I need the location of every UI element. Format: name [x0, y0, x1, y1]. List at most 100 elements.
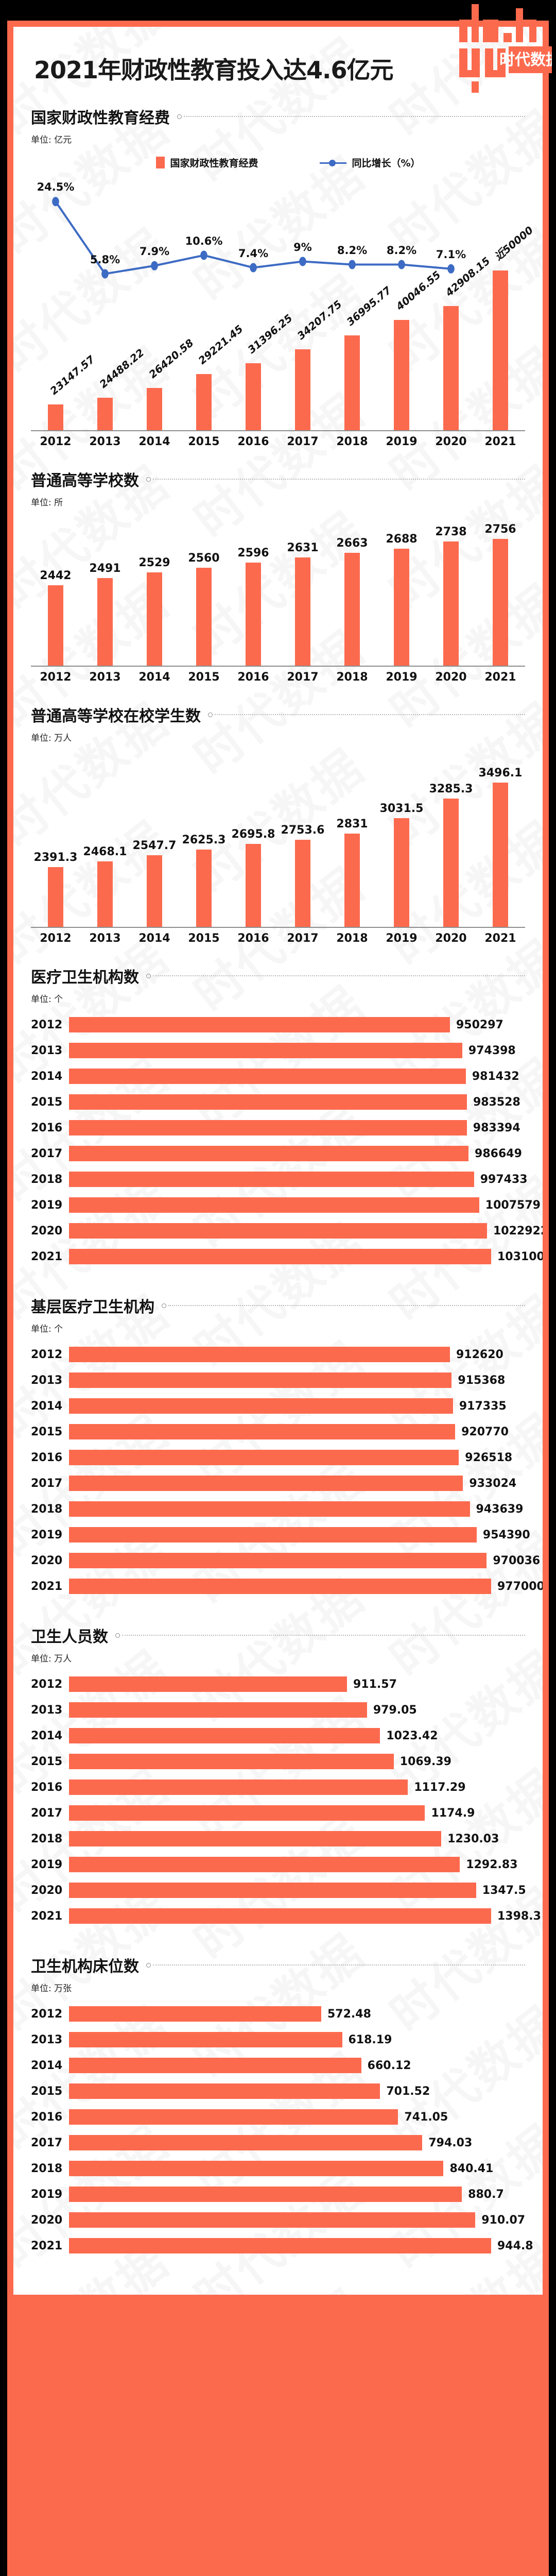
- x-axis-tick-label: 2014: [138, 932, 170, 945]
- bar-column: 2688: [377, 511, 426, 666]
- x-axis-tick-label: 2018: [336, 671, 368, 684]
- bar-value-label: 1007579: [485, 1198, 541, 1212]
- bar: [443, 306, 459, 430]
- x-axis-tick-label: 2016: [237, 671, 269, 684]
- bar-track: 920770: [69, 1424, 525, 1439]
- growth-value-label: 8.2%: [337, 244, 368, 257]
- bar: [246, 363, 261, 430]
- bar-track: 1292.83: [69, 1857, 525, 1872]
- bar-track: 1174.9: [69, 1805, 525, 1821]
- section-header: 卫生人员数: [31, 1604, 525, 1647]
- bar: [69, 2032, 342, 2047]
- bar-column: 2547.7: [130, 747, 179, 927]
- bar: [69, 2135, 423, 2150]
- bar-row: 2020 1347.5: [31, 1883, 526, 1898]
- bar-value-label: 3496.1: [478, 767, 523, 779]
- page-title: 2021年财政性教育投入达4.6亿元: [34, 56, 394, 84]
- bar: [344, 834, 360, 927]
- bar-row: 2018 1230.03: [31, 1831, 525, 1846]
- bar-row: 2013 979.05: [31, 1702, 525, 1718]
- bar-row: 2016 1117.29: [31, 1780, 525, 1795]
- bar-value-label: 1069.39: [399, 1755, 451, 1768]
- bar: [443, 799, 459, 927]
- legend-item-line: 同比增长（%）: [320, 156, 421, 170]
- bar-category-label: 2019: [31, 1198, 63, 1212]
- bar-value-label: 974398: [468, 1044, 516, 1057]
- bar-category-label: 2019: [31, 1528, 63, 1541]
- dashed-rule: [153, 975, 525, 976]
- dashed-rule: [122, 1635, 525, 1636]
- bar-value-label: 950297: [456, 1018, 503, 1031]
- bar: [69, 1527, 477, 1543]
- white-sheet: 时代数据时代数据时代数据时代数据时代数据时代数据时代数据时代数据时代数据时代数据…: [13, 27, 543, 2295]
- section-hospital-beds: 卫生机构床位数 单位: 万张 2012 572.48 2013 618.19 2014 6…: [13, 1934, 543, 2295]
- bar-row: 2014 660.12: [31, 2058, 525, 2073]
- bar-row: 2017 794.03: [31, 2135, 525, 2150]
- bar-value-label: 2529: [138, 556, 170, 569]
- bar-value-label: 701.52: [386, 2084, 430, 2098]
- section-unit: 单位: 所: [31, 498, 63, 508]
- bar-row: 2014 917335: [31, 1398, 525, 1414]
- bar: [246, 844, 261, 927]
- bar-category-label: 2019: [31, 2188, 63, 2201]
- bar-category-label: 2012: [31, 1677, 63, 1691]
- bar-value-label: 2831: [336, 818, 368, 831]
- bar-row: 2019 880.7: [31, 2187, 525, 2202]
- bar-category-label: 2015: [31, 1755, 63, 1768]
- bar-value-label: 983528: [473, 1095, 520, 1109]
- bar-track: 983394: [69, 1120, 525, 1136]
- bar-category-label: 2016: [31, 1121, 63, 1134]
- bar: [69, 1146, 469, 1161]
- bar-track: 981432: [69, 1069, 525, 1084]
- bar-category-label: 2015: [31, 1425, 63, 1438]
- bar-value-label: 2596: [237, 547, 269, 560]
- bar-category-label: 2021: [31, 1580, 63, 1593]
- bar: [69, 1702, 367, 1718]
- bar-track: 1398.3: [69, 1908, 541, 1924]
- x-axis-tick-label: 2018: [336, 932, 368, 945]
- bar: [246, 563, 261, 666]
- bar: [69, 1579, 491, 1594]
- bar-category-label: 2013: [31, 2033, 63, 2046]
- bullet-dot-icon: [146, 477, 151, 482]
- growth-value-label: 9%: [293, 241, 312, 253]
- chart-universities-count: 2442 2491 2529 2560 2596 2631 2663 2688 2738 2756…: [31, 511, 525, 684]
- bar-row: 2015 920770: [31, 1424, 525, 1439]
- bar: [69, 2006, 321, 2022]
- bar: [69, 2058, 361, 2073]
- bar-row: 2015 1069.39: [31, 1754, 525, 1769]
- x-axis-tick-label: 2021: [484, 435, 516, 448]
- chart-medical-institutions: 2012 950297 2013 974398 2014 981432 2015 983528…: [31, 1017, 543, 1264]
- bar-value-label: 1347.5: [482, 1884, 526, 1897]
- bar: [69, 1043, 462, 1058]
- bar-track: 1031000: [69, 1249, 543, 1264]
- x-axis-tick-label: 2014: [138, 435, 170, 448]
- x-axis-tick-label: 2020: [435, 435, 467, 448]
- bar: [69, 2238, 491, 2253]
- bar-value-label: 2631: [287, 541, 319, 554]
- bar-track: 977000: [69, 1579, 543, 1594]
- bar-column: 2468.1: [80, 747, 130, 927]
- x-axis-tick-label: 2017: [287, 932, 319, 945]
- bar-track: 943639: [69, 1501, 525, 1517]
- bar: [69, 1805, 425, 1821]
- bar-value-label: 2756: [484, 523, 516, 536]
- bar-track: 912620: [69, 1347, 525, 1362]
- bar-row: 2019 1007579: [31, 1197, 541, 1213]
- bar-track: 1347.5: [69, 1883, 526, 1898]
- bar-row: 2012 950297: [31, 1017, 525, 1032]
- bar: [69, 1476, 463, 1491]
- bar-value-label: 1292.83: [466, 1858, 518, 1871]
- bar-track: 933024: [69, 1476, 525, 1491]
- bar: [344, 553, 360, 666]
- bar-value-label: 997433: [480, 1173, 528, 1186]
- bar-value-label: 近50000: [492, 224, 535, 263]
- section-medical-institutions: 医疗卫生机构数 单位: 个 2012 950297 2013 974398 2014 98…: [13, 945, 543, 1264]
- bar-column: 42908.15: [426, 173, 492, 430]
- legend-swatch-icon: [156, 157, 165, 168]
- bar: [147, 572, 162, 666]
- section-unit: 单位: 万人: [31, 733, 72, 743]
- bar-track: 997433: [69, 1172, 528, 1187]
- bar-value-label: 1117.29: [414, 1781, 466, 1794]
- bar: [69, 1883, 476, 1898]
